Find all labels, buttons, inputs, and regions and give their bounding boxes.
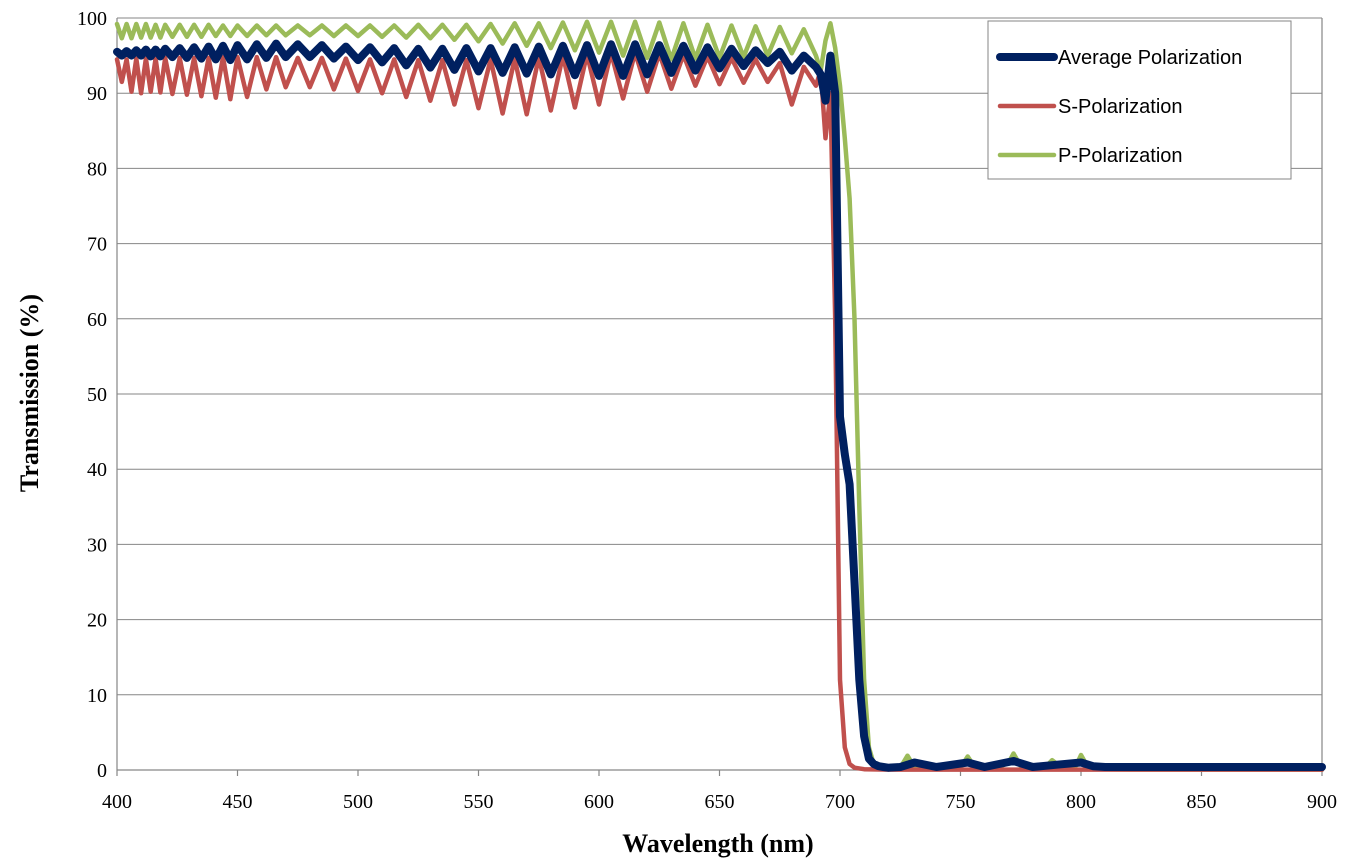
y-tick-label: 80 [87,158,107,180]
x-tick-label: 550 [464,791,494,813]
x-tick-labels: 400 450 500 550 600 650 700 750 800 850 900 [102,791,1337,813]
legend-label-p-polarization: P-Polarization [1058,145,1183,167]
x-tick-label: 850 [1187,791,1217,813]
y-tick-label: 50 [87,384,107,406]
y-tick-label: 10 [87,685,107,707]
y-tick-label: 30 [87,534,107,556]
y-tick-label: 60 [87,309,107,331]
y-tick-label: 40 [87,459,107,481]
x-tick-label: 800 [1066,791,1096,813]
x-tick-label: 650 [705,791,735,813]
series-line-s-polarization [114,50,1325,772]
y-tick-labels: 0 10 20 30 40 50 60 70 80 90 100 [77,8,107,782]
y-tick-label: 100 [77,8,107,30]
x-tick-label: 600 [584,791,614,813]
x-tick-label: 700 [825,791,855,813]
series-line-average-polarization [113,39,1326,772]
y-tick-label: 70 [87,234,107,256]
x-tick-label: 400 [102,791,132,813]
legend-label-average-polarization: Average Polarization [1058,47,1242,69]
legend: Average Polarization S-Polarization P-Pola… [987,20,1292,180]
legend-items: Average Polarization S-Polarization P-Pola… [996,47,1242,167]
x-tick-label: 900 [1307,791,1337,813]
plot-series [113,19,1326,772]
y-tick-label: 90 [87,83,107,105]
y-tick-label: 0 [97,760,107,782]
legend-box [987,20,1292,180]
y-tick-label: 20 [87,610,107,632]
x-tick-label: 500 [343,791,373,813]
x-tick-label: 450 [223,791,253,813]
x-tick-label: 750 [946,791,976,813]
legend-label-s-polarization: S-Polarization [1058,96,1183,118]
y-axis-title: Transmission (%) [15,294,44,492]
x-axis-title: Wavelength (nm) [622,829,813,858]
